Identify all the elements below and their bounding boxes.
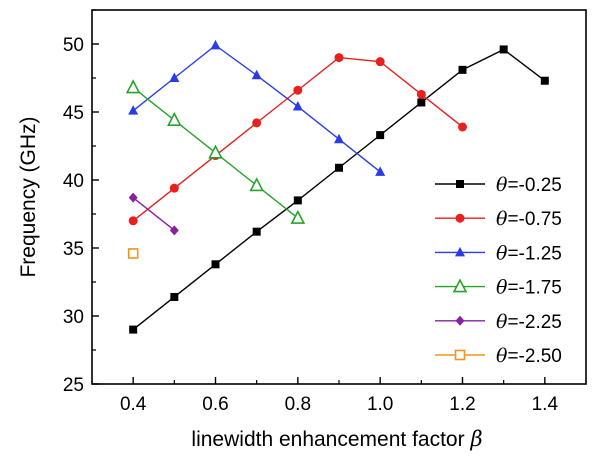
data-point [170, 292, 179, 301]
data-point [290, 209, 306, 224]
data-point [334, 133, 344, 144]
legend-value: =-1.25 [507, 243, 561, 264]
legend-marker [455, 213, 465, 223]
series-4 [125, 79, 306, 224]
legend-marker [452, 278, 468, 293]
data-point [167, 111, 182, 126]
y-tick-label: 35 [63, 239, 84, 260]
legend-symbol: θ [496, 242, 508, 264]
legend-value: =-2.25 [507, 312, 561, 333]
legend-symbol: θ [496, 208, 508, 230]
data-point [125, 79, 141, 94]
legend-label: θ=-2.25 [496, 311, 562, 333]
legend-value: =-2.50 [507, 346, 561, 367]
series-6 [127, 248, 139, 259]
legend-marker [455, 246, 465, 257]
x-axis-label-symbol: β [469, 427, 482, 451]
series-2 [128, 53, 467, 226]
legend-entry: θ=-1.75 [435, 277, 562, 299]
legend-label: θ=-0.75 [496, 208, 562, 230]
data-point [334, 53, 344, 63]
legend-entry: θ=-2.25 [435, 311, 562, 333]
x-tick-label: 0.6 [202, 394, 228, 415]
series-3 [128, 39, 386, 176]
series-1 [129, 45, 549, 334]
data-point [293, 85, 303, 95]
legend-marker [455, 315, 465, 326]
legend-symbol: θ [496, 277, 508, 299]
series-line [132, 48, 546, 331]
legend-marker [456, 180, 464, 188]
data-point [127, 248, 139, 259]
legend-symbol: θ [496, 345, 508, 367]
data-point [252, 227, 261, 236]
data-point [375, 57, 385, 67]
data-point [129, 325, 138, 334]
series-line [132, 197, 175, 231]
data-point [128, 192, 138, 203]
data-point [208, 144, 223, 159]
legend-value: =-1.75 [507, 278, 561, 299]
data-point [375, 166, 386, 176]
data-point [499, 45, 508, 54]
data-point [169, 72, 180, 82]
data-point [416, 89, 426, 99]
y-tick-label: 30 [63, 307, 84, 328]
data-point [293, 196, 302, 205]
data-point [292, 101, 303, 111]
legend-label: θ=-1.25 [496, 242, 562, 264]
x-axis-label: linewidth enhancement factor β [191, 427, 482, 451]
series-layer [125, 39, 549, 334]
legend-entry: θ=-2.50 [435, 345, 562, 367]
legend-value: =-0.75 [507, 209, 561, 230]
series-5 [128, 192, 179, 236]
x-tick-label: 1.0 [367, 394, 393, 415]
data-point [376, 131, 385, 140]
data-point [335, 163, 343, 172]
data-point [251, 69, 262, 80]
y-tick-label: 25 [63, 375, 84, 396]
data-point [211, 260, 220, 269]
x-tick-label: 0.4 [120, 394, 147, 415]
data-point [128, 105, 139, 115]
series-line [132, 44, 381, 173]
series-line [132, 56, 463, 222]
legend: θ=-0.25θ=-0.75θ=-1.25θ=-1.75θ=-2.25θ=-2.… [435, 174, 562, 367]
legend-symbol: θ [496, 311, 508, 333]
data-point [249, 177, 264, 192]
legend-value: =-0.25 [507, 175, 561, 196]
legend-label: θ=-1.75 [496, 277, 562, 299]
data-point [540, 76, 549, 85]
x-tick-label: 0.8 [285, 394, 311, 415]
legend-label: θ=-0.25 [496, 174, 562, 196]
y-axis-label: Frequency (GHz) [17, 116, 40, 277]
y-tick-label: 45 [63, 103, 84, 124]
axis-ticks: 0.4 0.6 0.8 1.0 1.2 1.4 25 30 35 40 45 50 [63, 9, 587, 415]
data-point [169, 183, 179, 193]
data-point [458, 65, 467, 74]
legend-entry: θ=-1.25 [435, 242, 562, 264]
y-tick-label: 50 [63, 35, 84, 56]
data-point [252, 118, 262, 128]
data-point [169, 225, 179, 236]
data-point [417, 98, 426, 107]
x-tick-label: 1.2 [449, 394, 475, 415]
legend-entry: θ=-0.25 [435, 174, 562, 196]
data-point [458, 122, 467, 132]
legend-entry: θ=-0.75 [435, 208, 562, 230]
x-tick-label: 1.4 [532, 394, 559, 415]
y-tick-label: 40 [63, 171, 84, 192]
legend-marker [454, 349, 466, 361]
data-point [210, 39, 221, 50]
x-axis-label-text: linewidth enhancement factor [191, 428, 464, 451]
legend-label: θ=-2.50 [496, 345, 562, 367]
legend-symbol: θ [496, 174, 508, 196]
data-point [128, 216, 138, 226]
